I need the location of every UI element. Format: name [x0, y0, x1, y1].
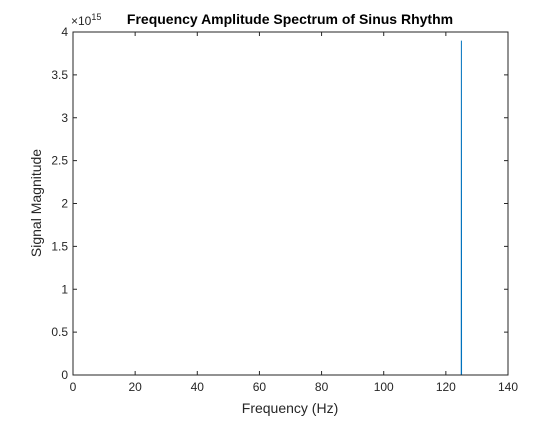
- y-tick-label: 2.5: [51, 154, 68, 168]
- y-tick-label: 0: [61, 368, 68, 382]
- x-tick-label: 40: [191, 380, 205, 394]
- y-tick-label: 2: [61, 197, 68, 211]
- y-exponent-power: 15: [91, 12, 101, 22]
- y-axis-ticks: 0 0.5 1 1.5 2 2.5 3 3.5 4: [51, 25, 508, 382]
- chart-title: Frequency Amplitude Spectrum of Sinus Rh…: [127, 11, 453, 27]
- x-tick-label: 60: [253, 380, 267, 394]
- plot-area: [73, 32, 508, 375]
- x-tick-label: 20: [128, 380, 142, 394]
- y-exponent-label: ×1015: [71, 12, 101, 28]
- y-tick-label: 1.5: [51, 239, 68, 253]
- x-tick-label: 100: [374, 380, 394, 394]
- y-tick-label: 4: [61, 25, 68, 39]
- y-tick-label: 3.5: [51, 68, 68, 82]
- x-tick-label: 140: [498, 380, 518, 394]
- y-exponent-base: ×10: [71, 14, 92, 28]
- x-tick-label: 0: [70, 380, 77, 394]
- x-tick-label: 120: [436, 380, 456, 394]
- y-axis-label: Signal Magnitude: [28, 149, 44, 257]
- x-axis-label: Frequency (Hz): [242, 400, 338, 416]
- y-tick-label: 3: [61, 111, 68, 125]
- x-axis-ticks: 0 20 40 60 80 100 120 140: [70, 32, 518, 394]
- y-tick-label: 1: [61, 282, 68, 296]
- x-tick-label: 80: [315, 380, 329, 394]
- y-tick-label: 0.5: [51, 325, 68, 339]
